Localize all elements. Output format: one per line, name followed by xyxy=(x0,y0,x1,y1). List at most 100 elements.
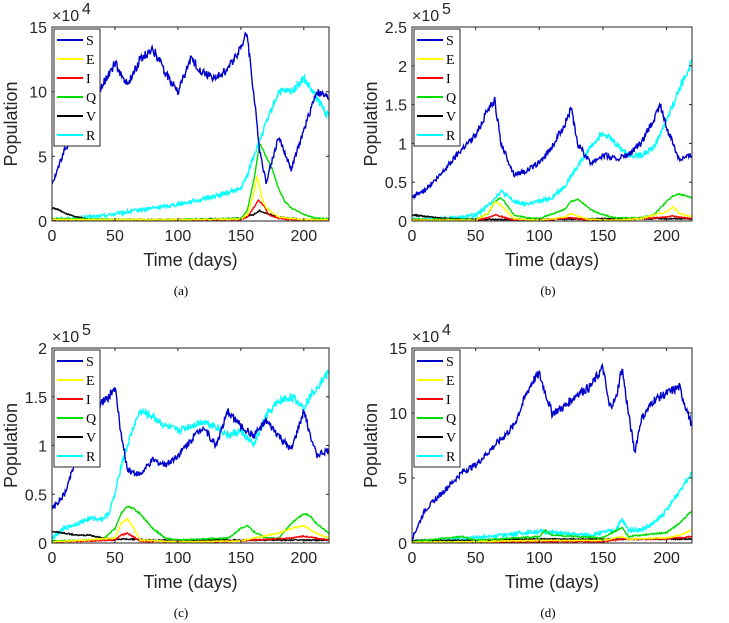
series-line-R xyxy=(412,58,692,221)
x-tick-label: 0 xyxy=(48,550,57,567)
y-axis-multiplier-exponent: 5 xyxy=(442,1,451,18)
x-tick-label: 100 xyxy=(165,550,192,567)
x-axis-label: Time (days) xyxy=(143,572,237,592)
y-tick-label: 15 xyxy=(29,20,47,37)
y-tick-label: 1.5 xyxy=(385,98,407,115)
y-axis-label: Population xyxy=(1,81,21,166)
legend-label-S: S xyxy=(446,355,454,370)
series-line-R xyxy=(52,369,329,541)
axes-box xyxy=(411,26,693,222)
y-axis-label: Population xyxy=(361,403,381,488)
legend-label-E: E xyxy=(446,374,455,389)
legend-label-I: I xyxy=(86,72,91,87)
y-axis-multiplier-exponent: 5 xyxy=(82,322,91,339)
y-tick-label: 0 xyxy=(398,536,407,553)
x-tick-label: 0 xyxy=(408,550,417,567)
legend-label-V: V xyxy=(86,110,96,125)
series-line-E xyxy=(412,200,692,221)
y-tick-label: 0.5 xyxy=(25,487,47,504)
series-line-E xyxy=(412,529,692,543)
panel-caption: (a) xyxy=(174,283,188,298)
chart-panel-b: 0 50 100 150 200 0 0.5 1 1.5 2 2.5 ×10 5 Time (days) P… xyxy=(361,1,693,298)
y-tick-label: 0 xyxy=(38,214,47,231)
y-axis-multiplier-exponent: 4 xyxy=(82,1,91,18)
legend-label-R: R xyxy=(446,129,456,144)
legend-label-S: S xyxy=(446,34,454,49)
x-tick-label: 200 xyxy=(290,228,317,245)
axes-box xyxy=(411,347,693,544)
y-tick-label: 2.5 xyxy=(385,20,407,37)
series-line-R xyxy=(52,73,329,221)
legend-box xyxy=(53,28,101,147)
y-axis-multiplier: ×10 xyxy=(52,329,79,346)
y-tick-label: 2 xyxy=(38,341,47,358)
y-axis-multiplier: ×10 xyxy=(412,8,439,25)
legend-label-Q: Q xyxy=(86,91,96,106)
x-axis-label: Time (days) xyxy=(505,572,599,592)
panel-caption: (b) xyxy=(540,283,555,298)
legend-box xyxy=(53,349,101,468)
series-line-I xyxy=(412,535,692,543)
chart-panel-d: 0 50 100 150 200 0 5 10 15 ×10 4 Time (days) Populat… xyxy=(361,322,693,620)
x-axis-label: Time (days) xyxy=(505,250,599,270)
series-line-V xyxy=(52,530,329,543)
panel-caption: (d) xyxy=(540,605,555,620)
y-tick-label: 0 xyxy=(398,214,407,231)
series-lines xyxy=(52,369,329,543)
y-tick-label: 10 xyxy=(389,406,407,423)
y-axis-label: Population xyxy=(361,81,381,166)
legend-label-I: I xyxy=(86,393,91,408)
x-tick-label: 0 xyxy=(48,228,57,245)
chart-panel-a: 0 50 100 150 200 0 5 10 15 ×10 4 Time (days) Populat… xyxy=(1,1,330,298)
x-tick-label: 150 xyxy=(228,550,255,567)
x-tick-label: 0 xyxy=(408,228,417,245)
x-tick-label: 200 xyxy=(653,228,680,245)
series-lines xyxy=(412,362,692,543)
x-axis-label: Time (days) xyxy=(143,250,237,270)
series-line-E xyxy=(52,517,329,543)
series-line-E xyxy=(52,176,329,221)
legend-label-V: V xyxy=(86,431,96,446)
x-tick-label: 100 xyxy=(526,228,553,245)
x-tick-label: 100 xyxy=(526,550,553,567)
x-tick-label: 50 xyxy=(106,228,124,245)
series-lines xyxy=(52,31,329,221)
y-tick-label: 0 xyxy=(38,536,47,553)
x-tick-label: 50 xyxy=(106,550,124,567)
chart-panel-c: 0 50 100 150 200 0 0.5 1 1.5 2 ×10 5 Time (days) Popu… xyxy=(1,322,330,620)
y-tick-label: 1.5 xyxy=(25,390,47,407)
legend-label-I: I xyxy=(446,72,451,87)
x-tick-label: 200 xyxy=(290,550,317,567)
y-tick-label: 2 xyxy=(398,59,407,76)
y-axis-multiplier: ×10 xyxy=(52,8,79,25)
legend-box xyxy=(413,349,461,468)
legend-label-Q: Q xyxy=(86,412,96,427)
y-tick-label: 15 xyxy=(389,341,407,358)
y-axis-multiplier: ×10 xyxy=(412,329,439,346)
y-axis-label: Population xyxy=(1,403,21,488)
y-tick-label: 5 xyxy=(398,471,407,488)
series-lines xyxy=(412,58,692,221)
x-tick-label: 150 xyxy=(228,228,255,245)
x-tick-label: 150 xyxy=(590,550,617,567)
series-line-S xyxy=(412,96,692,200)
y-tick-label: 1 xyxy=(398,136,407,153)
y-tick-label: 5 xyxy=(38,149,47,166)
x-tick-label: 200 xyxy=(653,550,680,567)
legend-label-V: V xyxy=(446,110,456,125)
legend-label-E: E xyxy=(446,53,455,68)
axes-box xyxy=(51,26,330,222)
legend-label-R: R xyxy=(86,450,96,465)
legend-box xyxy=(413,28,461,147)
y-tick-label: 1 xyxy=(38,439,47,456)
legend-label-S: S xyxy=(86,355,94,370)
legend-label-E: E xyxy=(86,53,95,68)
y-axis-multiplier-exponent: 4 xyxy=(442,322,451,339)
legend-label-R: R xyxy=(86,129,96,144)
x-tick-label: 50 xyxy=(467,550,485,567)
legend-label-V: V xyxy=(446,431,456,446)
x-tick-label: 50 xyxy=(467,228,485,245)
